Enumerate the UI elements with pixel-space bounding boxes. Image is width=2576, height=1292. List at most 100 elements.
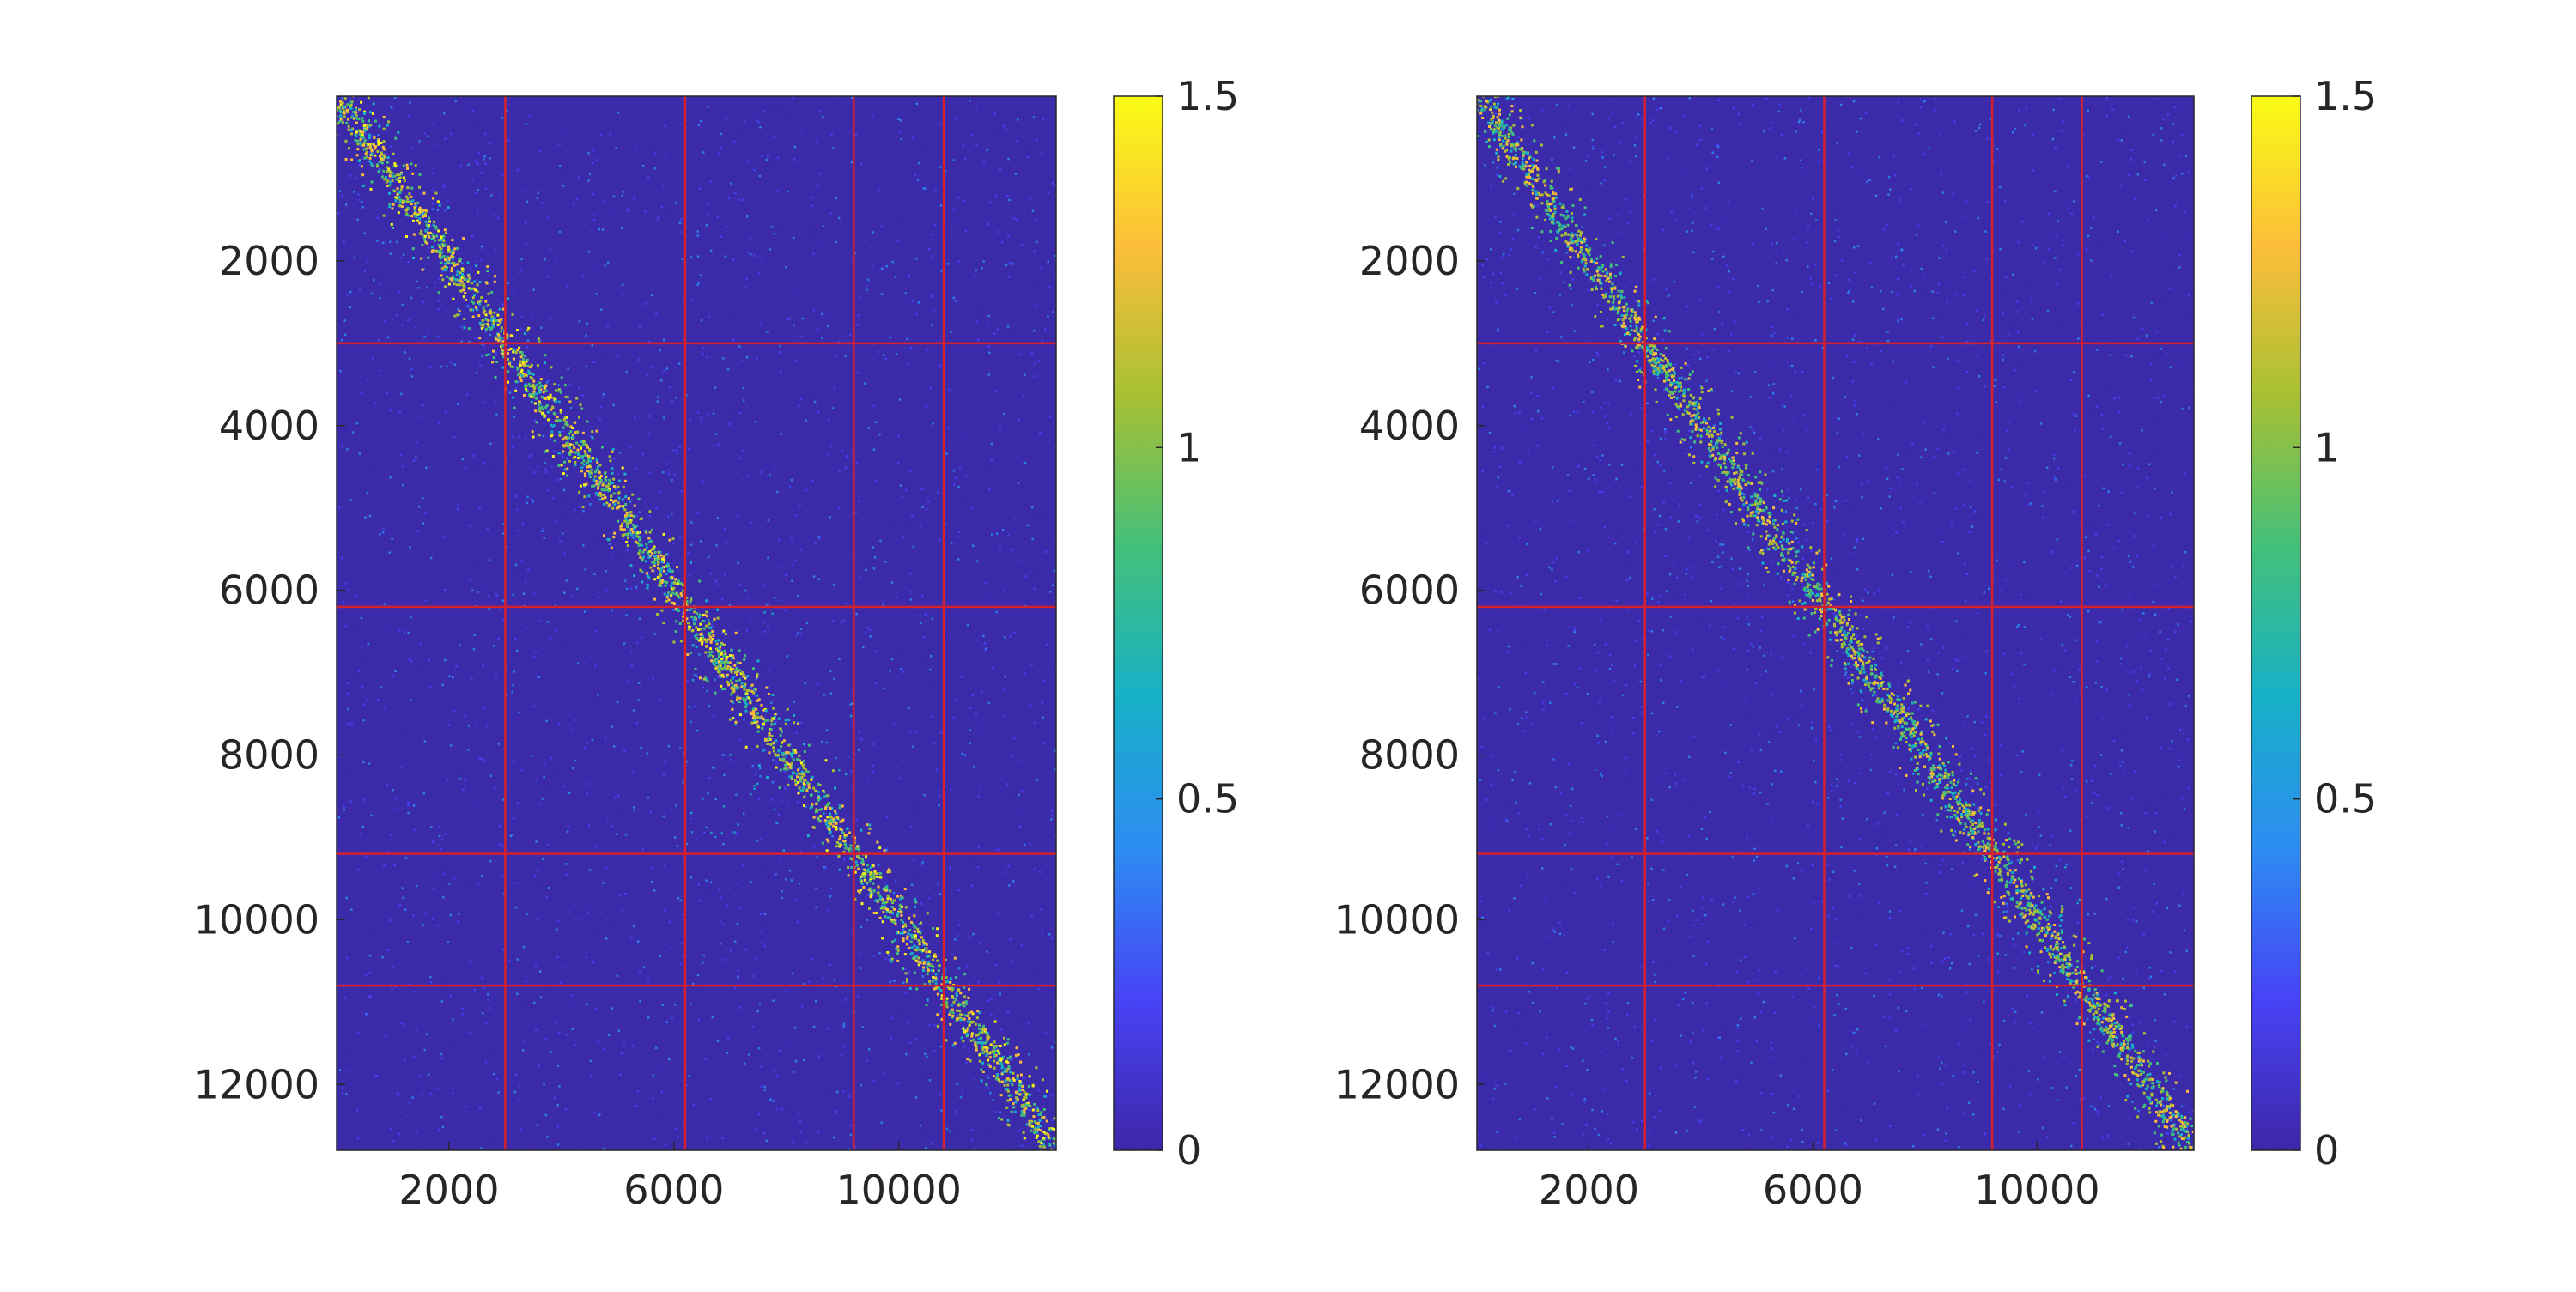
heatmap-diagonal-cell <box>532 379 536 383</box>
heatmap-cell <box>750 405 753 408</box>
heatmap-diagonal-cell <box>926 955 929 958</box>
heatmap-diagonal-cell <box>865 870 868 874</box>
heatmap-cell <box>617 472 619 476</box>
heatmap-cell <box>650 880 653 883</box>
heatmap-cell <box>561 129 563 131</box>
heatmap-cell <box>682 781 684 784</box>
heatmap-diagonal-cell <box>723 643 726 646</box>
heatmap-diagonal-cell <box>341 101 344 105</box>
heatmap-cell <box>337 506 341 509</box>
heatmap-cell <box>606 261 610 264</box>
heatmap-diagonal-cell <box>438 254 441 258</box>
heatmap-cell <box>429 980 433 984</box>
heatmap-diagonal-cell <box>432 223 435 227</box>
heatmap-diagonal-cell <box>974 1022 977 1026</box>
heatmap-diagonal-cell <box>959 992 963 995</box>
heatmap-diagonal-cell <box>521 353 525 356</box>
heatmap-cell <box>939 893 942 895</box>
heatmap-cell <box>597 555 599 558</box>
heatmap-cell <box>832 1136 835 1139</box>
heatmap-diagonal-cell <box>578 490 581 494</box>
heatmap-cell <box>771 781 775 784</box>
heatmap-diagonal-cell <box>623 533 627 537</box>
heatmap-cell <box>732 701 735 704</box>
heatmap-cell <box>527 568 530 571</box>
heatmap-cell <box>860 1119 862 1123</box>
heatmap-diagonal-cell <box>1045 1119 1048 1123</box>
heatmap-cell <box>542 434 545 438</box>
heatmap-diagonal-cell <box>418 173 422 176</box>
heatmap-cell <box>348 804 350 807</box>
heatmap-diagonal-cell <box>843 835 847 839</box>
heatmap-diagonal-cell <box>1020 1104 1024 1107</box>
heatmap-cell <box>775 761 778 765</box>
heatmap-cell <box>585 365 588 368</box>
heatmap-cell <box>661 1004 664 1007</box>
heatmap-cell <box>352 191 355 193</box>
heatmap-cell <box>576 587 579 590</box>
heatmap-diagonal-cell <box>538 340 541 343</box>
heatmap-diagonal-cell <box>349 100 353 104</box>
heatmap-cell <box>526 451 528 453</box>
heatmap-diagonal-cell <box>1029 1093 1031 1096</box>
heatmap-cell <box>431 1083 434 1085</box>
heatmap-diagonal-cell <box>345 108 349 112</box>
heatmap-cell <box>374 402 377 404</box>
heatmap-cell <box>430 826 433 828</box>
heatmap-cell <box>656 219 659 222</box>
heatmap-cell <box>742 864 744 867</box>
heatmap-cell <box>618 696 621 699</box>
heatmap-diagonal-cell <box>1053 1117 1056 1120</box>
heatmap-diagonal-cell <box>939 989 943 992</box>
heatmap-diagonal-cell <box>790 761 793 765</box>
heatmap-cell <box>423 132 426 135</box>
heatmap-cell <box>957 924 961 926</box>
heatmap-cell <box>1014 1099 1017 1101</box>
heatmap-diagonal-cell <box>460 267 464 270</box>
heatmap-diagonal-cell <box>627 537 629 540</box>
heatmap-cell <box>860 729 863 731</box>
heatmap-cell <box>368 954 372 957</box>
heatmap-cell <box>377 134 380 136</box>
heatmap-cell <box>585 955 587 959</box>
heatmap-cell <box>993 112 996 115</box>
heatmap-diagonal-cell <box>750 721 754 725</box>
heatmap-diagonal-cell <box>332 99 335 101</box>
heatmap-diagonal-cell <box>703 614 707 616</box>
heatmap-diagonal-cell <box>913 944 916 948</box>
heatmap-diagonal-cell <box>418 232 422 235</box>
heatmap-diagonal-cell <box>744 676 747 680</box>
heatmap-diagonal-cell <box>726 681 730 684</box>
heatmap-cell <box>533 592 536 595</box>
heatmap-diagonal-cell <box>424 240 427 244</box>
heatmap-cell <box>382 379 385 382</box>
heatmap-cell <box>452 676 454 679</box>
heatmap-diagonal-cell <box>612 492 616 495</box>
heatmap-cell <box>611 1007 614 1010</box>
heatmap-cell <box>731 1129 733 1132</box>
heatmap-diagonal-cell <box>967 1011 970 1015</box>
heatmap-diagonal-cell <box>715 647 718 651</box>
heatmap-cell <box>452 1018 454 1021</box>
heatmap-diagonal-cell <box>1037 1113 1041 1116</box>
heatmap-diagonal-cell <box>657 555 660 558</box>
heatmap-diagonal-cell <box>416 213 420 216</box>
heatmap-cell <box>744 948 747 951</box>
heatmap-diagonal-cell <box>1028 1101 1030 1105</box>
heatmap-diagonal-cell <box>402 164 405 167</box>
heatmap-cell <box>715 433 718 435</box>
heatmap-cell <box>512 593 515 597</box>
heatmap-diagonal-cell <box>452 275 455 278</box>
heatmap-cell <box>669 371 671 373</box>
heatmap-cell <box>1022 1077 1025 1080</box>
heatmap-diagonal-cell <box>473 280 476 283</box>
heatmap-diagonal-cell <box>720 660 723 664</box>
heatmap-diagonal-cell <box>398 173 401 177</box>
heatmap-diagonal-cell <box>682 619 684 622</box>
heatmap-diagonal-cell <box>934 973 938 976</box>
heatmap-cell <box>918 111 920 113</box>
heatmap-diagonal-cell <box>669 576 672 579</box>
heatmap-diagonal-cell <box>1046 1089 1048 1093</box>
heatmap-cell <box>558 165 562 167</box>
heatmap-diagonal-cell <box>1000 1057 1004 1060</box>
